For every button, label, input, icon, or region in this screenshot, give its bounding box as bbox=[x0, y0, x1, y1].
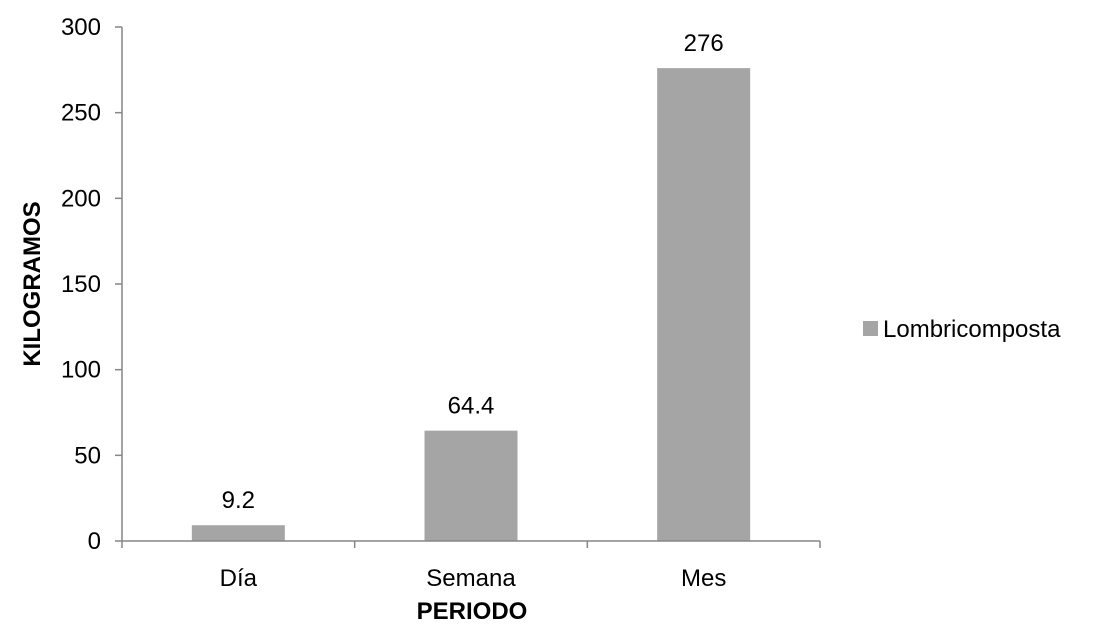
data-label: 276 bbox=[684, 30, 724, 57]
data-label: 9.2 bbox=[222, 487, 255, 514]
x-tick-label: Día bbox=[220, 565, 258, 592]
x-tick-label: Semana bbox=[426, 565, 516, 592]
y-tick-label: 300 bbox=[61, 14, 101, 41]
y-tick-label: 0 bbox=[88, 528, 101, 555]
y-tick-label: 150 bbox=[61, 271, 101, 298]
y-tick-label: 50 bbox=[74, 442, 101, 469]
x-axis-ticks: Día Semana Mes bbox=[121, 541, 821, 592]
y-tick-label: 250 bbox=[61, 100, 101, 127]
bar bbox=[191, 525, 285, 541]
x-tick-label: Mes bbox=[681, 565, 726, 592]
y-tick-label: 100 bbox=[61, 357, 101, 384]
legend: Lombricomposta bbox=[863, 316, 1061, 343]
x-axis-title: PERIODO bbox=[417, 598, 528, 625]
y-tick-label: 200 bbox=[61, 185, 101, 212]
data-labels: 9.2 64.4 276 bbox=[222, 30, 724, 514]
bar bbox=[657, 68, 751, 542]
axes bbox=[121, 27, 820, 542]
data-label: 64.4 bbox=[448, 393, 495, 420]
legend-swatch bbox=[863, 321, 878, 336]
legend-label: Lombricomposta bbox=[883, 316, 1061, 343]
y-axis-ticks: 0 50 100 150 200 250 300 bbox=[61, 14, 122, 555]
bar bbox=[424, 430, 518, 541]
y-axis-title: KILOGRAMOS bbox=[19, 201, 46, 366]
bars bbox=[191, 68, 751, 542]
